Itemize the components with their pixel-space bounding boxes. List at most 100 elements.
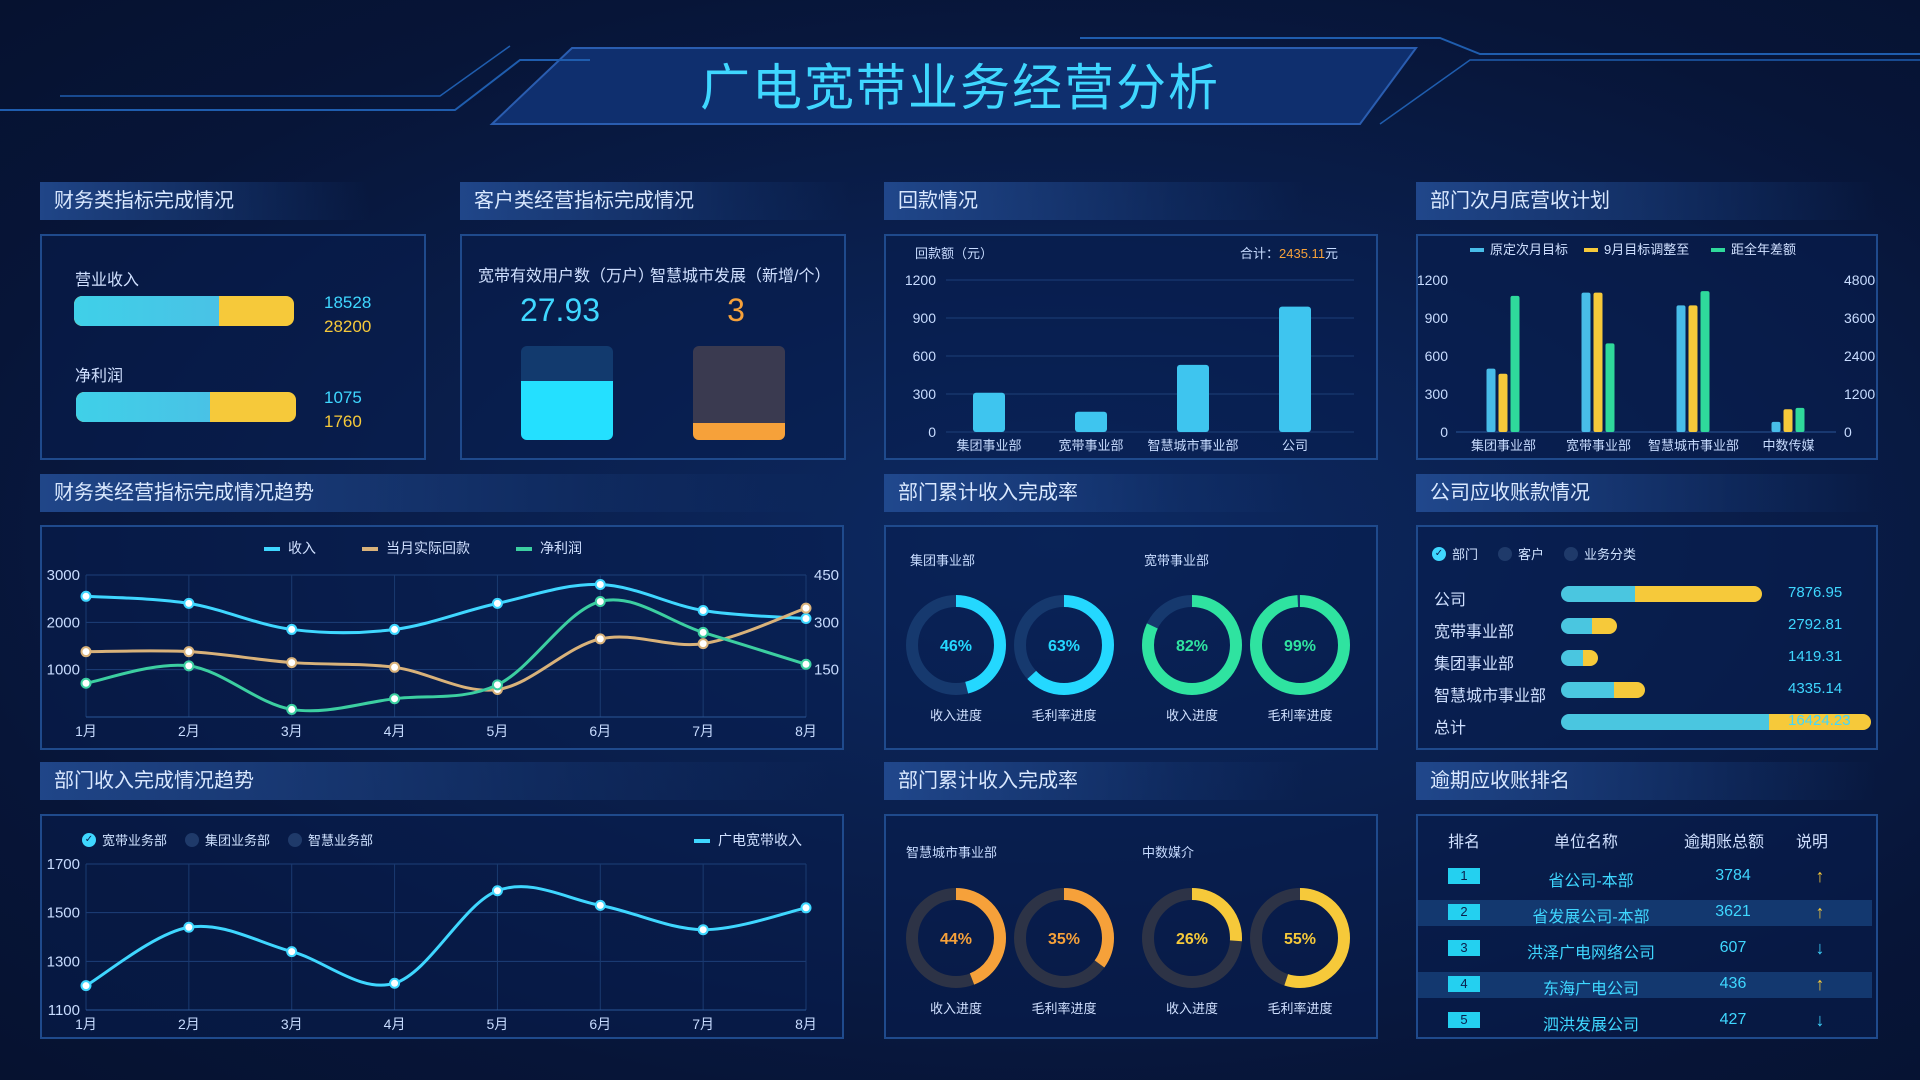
data-point <box>82 679 91 688</box>
overdue-rank-badge: 4 <box>1448 976 1480 992</box>
data-point <box>699 639 708 648</box>
finance-label-profit: 净利润 <box>75 362 123 386</box>
section-title-payment: 回款情况 <box>884 182 1304 220</box>
ring-label: 收入进度 <box>1166 1001 1218 1016</box>
payment-bar-chart: 0 300 600 900 1200 集团事业部 宽带事业部 智慧城市事业部 公司 <box>884 234 1378 460</box>
bar <box>1772 422 1781 432</box>
customer-label-users: 宽带有效用户数（万户） <box>476 262 656 286</box>
ring-percent: 46% <box>940 638 972 655</box>
x-tick-label: 4月 <box>384 1016 406 1032</box>
overdue-row: 2 省发展公司-本部 3621 ↑ <box>1418 900 1872 926</box>
legend-swatch <box>362 547 378 551</box>
legend-swatch <box>516 547 532 551</box>
section-title-overdue: 逾期应收账排名 <box>1416 762 1876 800</box>
overdue-row: 1 省公司-本部 3784 ↑ <box>1418 864 1872 890</box>
overdue-header-rank: 排名 <box>1448 828 1480 852</box>
bar <box>1689 305 1698 432</box>
y-tick-label: 600 <box>913 348 937 364</box>
legend-swatch <box>264 547 280 551</box>
trend-arrow-icon: ↑ <box>1790 902 1850 923</box>
y-tick-label-left: 1700 <box>47 856 80 873</box>
smartcity-gauge <box>693 346 785 440</box>
plan-bar-chart: 0 0 300 1200 600 2400 900 3600 1200 4800 原定次月目标 9月目… <box>1416 234 1878 460</box>
ring-percent: 26% <box>1176 931 1208 948</box>
ring-percent: 82% <box>1176 638 1208 655</box>
x-tick-label: 3月 <box>281 1016 303 1032</box>
data-point <box>802 903 811 912</box>
overdue-row: 5 泗洪发展公司 427 ↓ <box>1418 1008 1872 1034</box>
overdue-name: 泗洪发展公司 <box>1488 1011 1694 1035</box>
overdue-amount: 3621 <box>1688 903 1778 921</box>
receivable-row-label: 总计 <box>1434 714 1466 738</box>
legend-label: 广电宽带收入 <box>718 832 802 848</box>
x-tick-label: 5月 <box>487 1016 509 1032</box>
legend-label: 收入 <box>288 540 316 556</box>
overdue-header-name: 单位名称 <box>1554 828 1618 852</box>
x-tick-label: 宽带事业部 <box>1566 438 1631 453</box>
data-point <box>390 625 399 634</box>
overdue-amount: 3784 <box>1688 867 1778 885</box>
overdue-rank-badge: 5 <box>1448 1012 1480 1028</box>
receivable-row-label: 宽带事业部 <box>1434 618 1514 642</box>
data-point <box>493 886 502 895</box>
revenue-progress-fill <box>74 296 219 326</box>
ring-label: 收入进度 <box>1166 708 1218 723</box>
revenue-actual: 18528 <box>324 293 371 313</box>
data-point <box>82 981 91 990</box>
data-point <box>82 647 91 656</box>
overdue-name: 省发展公司-本部 <box>1488 903 1694 927</box>
data-point <box>287 947 296 956</box>
filter-department[interactable]: ✓ 部门 <box>1432 544 1478 563</box>
legend-swatch <box>1584 248 1598 252</box>
receivable-row-value: 2792.81 <box>1788 616 1842 633</box>
x-tick-label: 6月 <box>589 1016 611 1032</box>
finance-label-revenue: 营业收入 <box>75 266 139 290</box>
data-point <box>699 606 708 615</box>
radio-icon <box>1564 547 1578 561</box>
y-tick-label-left: 300 <box>1425 386 1449 402</box>
completion1-rings: 46%收入进度63%毛利率进度82%收入进度99%毛利率进度 <box>884 525 1378 750</box>
overdue-rank-badge: 3 <box>1448 940 1480 956</box>
profit-target: 1760 <box>324 412 362 432</box>
filter-customer[interactable]: 客户 <box>1498 544 1544 563</box>
y-tick-label-right: 300 <box>814 614 839 631</box>
bar <box>1796 408 1805 432</box>
data-point <box>287 705 296 714</box>
x-tick-label: 7月 <box>692 723 714 739</box>
y-tick-label-left: 1500 <box>47 905 80 922</box>
bar <box>1594 293 1603 432</box>
y-tick-label-left: 2000 <box>47 614 80 631</box>
y-tick-label: 900 <box>913 310 937 326</box>
legend-label: 9月目标调整至 <box>1604 242 1689 257</box>
receivable-row-bar <box>1561 682 1645 698</box>
x-tick-label: 7月 <box>692 1016 714 1032</box>
data-point <box>390 979 399 988</box>
x-tick-label: 智慧城市事业部 <box>1648 438 1739 453</box>
y-tick-label-right: 0 <box>1844 424 1852 440</box>
receivable-row-value: 4335.14 <box>1788 680 1842 697</box>
data-point <box>802 614 811 623</box>
receivable-row-bar <box>1561 586 1762 602</box>
overdue-rank-badge: 2 <box>1448 904 1480 920</box>
section-title-receivable: 公司应收账款情况 <box>1416 474 1876 512</box>
data-point <box>493 680 502 689</box>
section-title-finance-trend: 财务类经营指标完成情况趋势 <box>40 474 830 512</box>
bar <box>1701 291 1710 432</box>
legend-swatch <box>1470 248 1484 252</box>
receivable-row-bar <box>1561 650 1598 666</box>
x-tick-label: 智慧城市事业部 <box>1147 438 1238 453</box>
y-tick-label-right: 4800 <box>1844 272 1875 288</box>
ring-percent: 44% <box>940 931 972 948</box>
section-title-completion-2: 部门累计收入完成率 <box>884 762 1304 800</box>
filter-label: 部门 <box>1452 544 1478 563</box>
data-point <box>493 599 502 608</box>
check-icon: ✓ <box>1432 547 1446 561</box>
ring-label: 收入进度 <box>930 1001 982 1016</box>
x-tick-label: 1月 <box>75 1016 97 1032</box>
x-tick-label: 1月 <box>75 723 97 739</box>
overdue-rank-badge: 1 <box>1448 868 1480 884</box>
receivable-row-value: 16424.23 <box>1788 712 1851 729</box>
bar <box>1582 293 1591 432</box>
filter-business-category[interactable]: 业务分类 <box>1564 544 1636 563</box>
section-title-finance: 财务类指标完成情况 <box>40 182 370 220</box>
